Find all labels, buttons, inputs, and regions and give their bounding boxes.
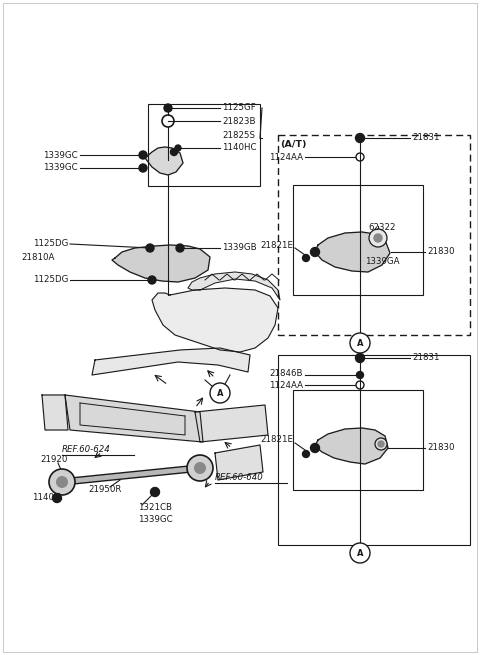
Circle shape — [356, 354, 364, 362]
Circle shape — [146, 244, 154, 252]
Polygon shape — [152, 288, 278, 352]
Polygon shape — [42, 395, 68, 430]
Circle shape — [139, 151, 147, 159]
Polygon shape — [65, 395, 203, 442]
Text: 1125DG: 1125DG — [33, 240, 68, 248]
Text: REF.60-624: REF.60-624 — [62, 445, 111, 455]
Text: 21830: 21830 — [427, 443, 455, 453]
Bar — [293, 390, 423, 490]
Text: 21950R: 21950R — [88, 485, 121, 495]
Text: 1124AA: 1124AA — [269, 153, 303, 162]
Text: 21825S: 21825S — [222, 132, 255, 141]
Circle shape — [151, 487, 159, 496]
Circle shape — [210, 383, 230, 403]
Bar — [278, 355, 470, 545]
Circle shape — [356, 134, 364, 143]
Text: 1339GC: 1339GC — [43, 151, 78, 160]
Circle shape — [375, 438, 387, 450]
Circle shape — [176, 244, 184, 252]
Circle shape — [350, 543, 370, 563]
Text: 21810A: 21810A — [22, 253, 55, 263]
Circle shape — [378, 441, 384, 447]
Circle shape — [350, 333, 370, 353]
Polygon shape — [315, 232, 390, 272]
Text: 1125GF: 1125GF — [222, 103, 256, 113]
Circle shape — [311, 248, 320, 257]
Circle shape — [139, 164, 147, 172]
Text: 1321CB: 1321CB — [138, 504, 172, 512]
Text: 21821E: 21821E — [260, 436, 293, 445]
Polygon shape — [112, 245, 210, 282]
Text: 21920: 21920 — [40, 455, 67, 464]
Circle shape — [56, 476, 68, 488]
Bar — [293, 185, 423, 295]
Text: 1339GC: 1339GC — [138, 515, 173, 525]
Polygon shape — [145, 147, 183, 175]
Text: A: A — [217, 388, 223, 398]
Circle shape — [302, 451, 310, 457]
Text: 21846B: 21846B — [269, 369, 303, 377]
Text: 21821E: 21821E — [260, 242, 293, 250]
Circle shape — [170, 149, 178, 155]
Text: 1124AA: 1124AA — [269, 381, 303, 390]
Polygon shape — [188, 272, 280, 300]
Circle shape — [311, 443, 320, 453]
Text: 21831: 21831 — [412, 354, 440, 362]
Text: 1140HC: 1140HC — [222, 143, 256, 153]
Text: REF.60-640: REF.60-640 — [215, 474, 264, 483]
Circle shape — [302, 255, 310, 261]
Bar — [148, 104, 260, 186]
Text: 1140JA: 1140JA — [32, 493, 62, 502]
Bar — [278, 135, 470, 335]
Text: 1339GC: 1339GC — [43, 164, 78, 172]
Polygon shape — [92, 348, 250, 375]
Circle shape — [369, 229, 387, 247]
Circle shape — [357, 371, 363, 379]
Text: 21830: 21830 — [427, 248, 455, 257]
Polygon shape — [195, 405, 268, 442]
Polygon shape — [215, 445, 263, 480]
Circle shape — [49, 469, 75, 495]
Polygon shape — [315, 428, 388, 464]
Text: (A/T): (A/T) — [280, 141, 307, 149]
Circle shape — [175, 145, 181, 151]
Circle shape — [148, 276, 156, 284]
Circle shape — [164, 104, 172, 112]
Circle shape — [194, 462, 206, 474]
Circle shape — [187, 455, 213, 481]
Circle shape — [374, 234, 382, 242]
Text: 1339GA: 1339GA — [365, 257, 399, 267]
Text: 21831: 21831 — [412, 134, 440, 143]
Text: 1339GB: 1339GB — [222, 244, 257, 252]
Text: 1125DG: 1125DG — [33, 276, 68, 284]
Text: 21823B: 21823B — [222, 117, 255, 126]
Text: A: A — [357, 339, 363, 348]
Text: A: A — [357, 548, 363, 557]
Circle shape — [52, 493, 61, 502]
Text: 62322: 62322 — [368, 223, 396, 233]
